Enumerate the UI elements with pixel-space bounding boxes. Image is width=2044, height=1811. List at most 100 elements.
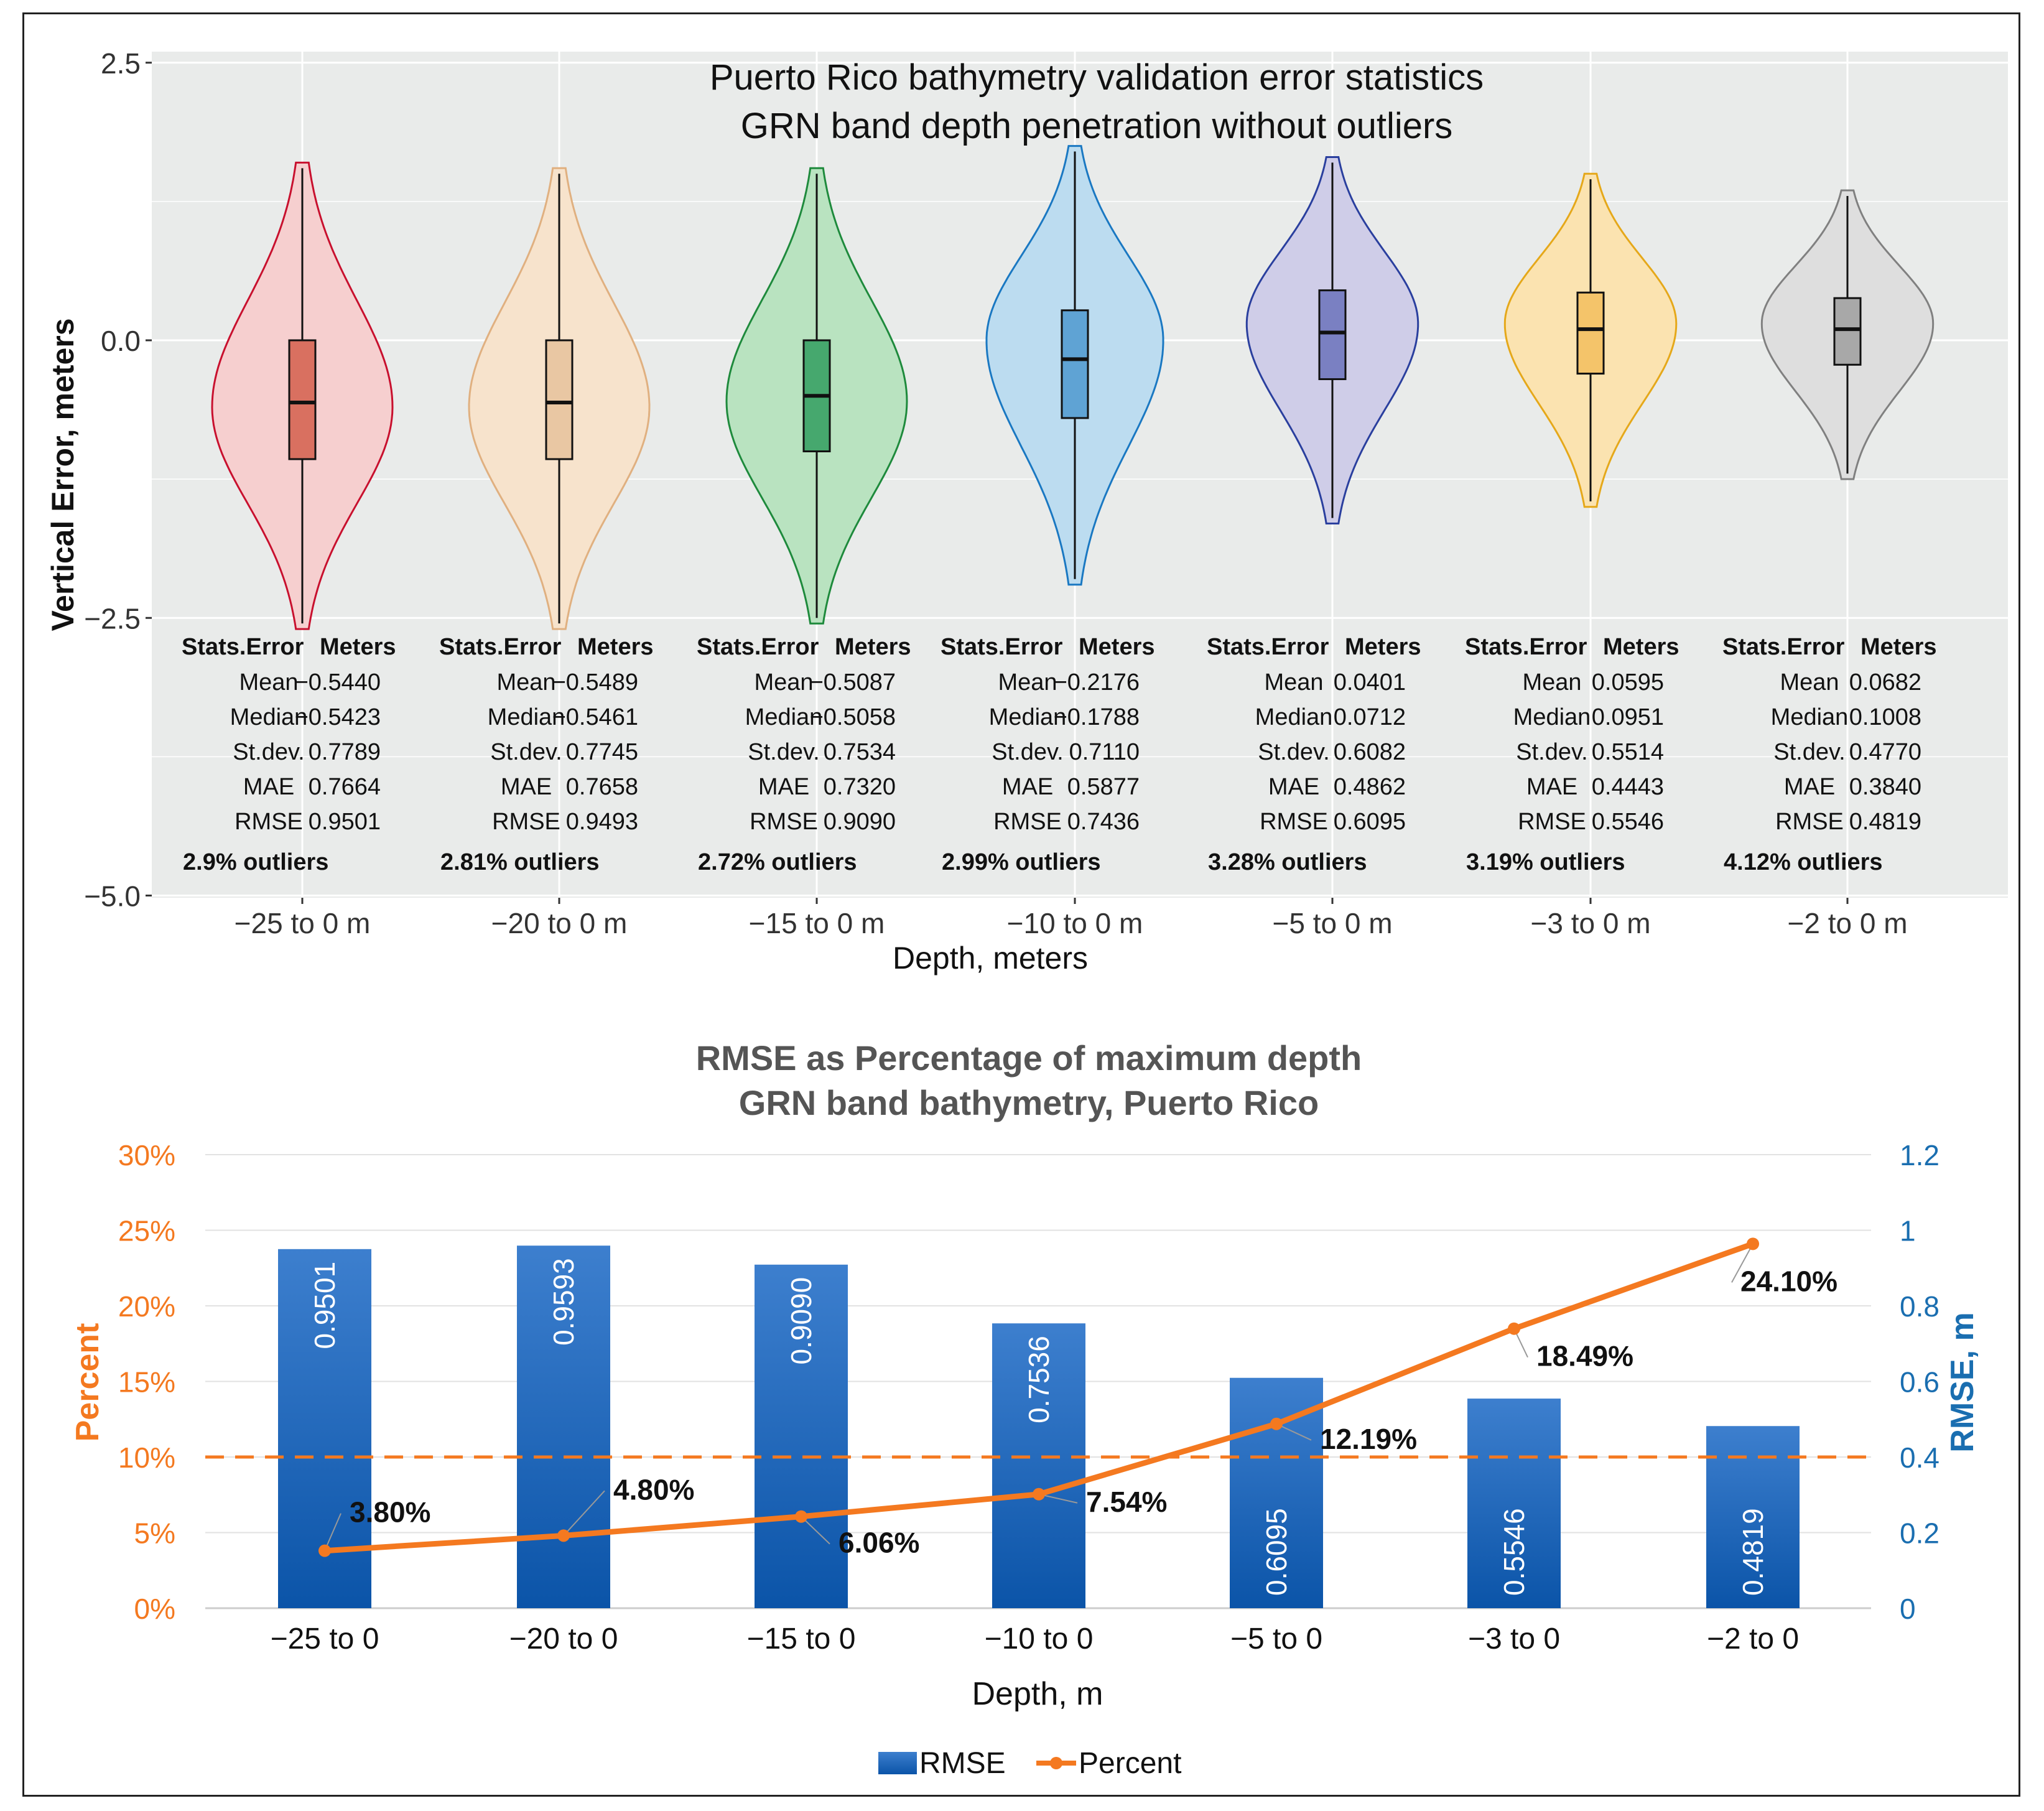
stat-name: St.dev. (233, 739, 304, 765)
stat-value: 0.7664 (309, 774, 381, 800)
percent-leader-line (563, 1490, 605, 1537)
combo-right-y-ticks: 0 0.2 0.4 0.6 0.8 1 1.2 (1900, 1139, 1939, 1625)
stat-value: 0.7320 (824, 774, 896, 800)
stats-header-label: Stats.Error (439, 634, 562, 660)
violin-box (1833, 297, 1862, 366)
percent-leader-line (1276, 1423, 1312, 1441)
percent-leader-line (1038, 1493, 1078, 1504)
stat-value: 0.0712 (1334, 704, 1406, 730)
percent-marker (1270, 1417, 1283, 1430)
figure-frame (22, 12, 2020, 1797)
right-y-tick-label: 1 (1900, 1215, 1916, 1247)
left-y-tick-label: 10% (118, 1441, 175, 1474)
stats-table: Stats.Error Meters Mean−0.5087 Median−0.505… (697, 634, 911, 875)
stat-name: RMSE (1260, 809, 1328, 835)
stat-value: −0.5087 (810, 669, 896, 696)
outliers-note: 2.72% outliers (698, 849, 857, 875)
x-tick-label: −2 to 0 m (1787, 907, 1907, 939)
stat-name: Mean (496, 669, 555, 696)
stat-value: 0.0951 (1592, 704, 1664, 730)
x-tick-label: −3 to 0 m (1530, 907, 1650, 939)
stat-value: 0.6082 (1334, 739, 1406, 765)
violin-box (1061, 309, 1089, 419)
stat-value: −0.5423 (295, 704, 381, 730)
stat-name: St.dev. (748, 739, 819, 765)
rmse-bar-label: 0.7536 (1023, 1336, 1055, 1423)
stats-header-unit: Meters (577, 634, 654, 660)
right-y-tick-label: 0.4 (1900, 1441, 1939, 1474)
percent-leader-line (801, 1516, 830, 1545)
x-tick-label: −5 to 0 m (1272, 907, 1392, 939)
outliers-note: 2.99% outliers (942, 849, 1101, 875)
legend-percent-marker (1050, 1757, 1062, 1769)
stat-value: −0.5489 (552, 669, 638, 696)
stat-value: 0.9493 (566, 809, 638, 835)
rmse-bar (1467, 1399, 1561, 1608)
stat-value: −0.5440 (295, 669, 381, 696)
legend-percent-label: Percent (1079, 1747, 1181, 1780)
stats-table: Stats.Error Meters Mean−0.5440 Median−0.542… (182, 634, 396, 875)
percent-leader-line (324, 1513, 341, 1552)
violin-group (1760, 189, 1935, 480)
stats-header-label: Stats.Error (1465, 634, 1587, 660)
right-y-tick-label: 1.2 (1900, 1139, 1939, 1171)
stats-header-unit: Meters (1603, 634, 1679, 660)
stat-value: 0.7534 (824, 739, 896, 765)
rmse-bar-label: 0.9090 (785, 1277, 817, 1365)
rmse-bar (517, 1245, 610, 1608)
stats-header-label: Stats.Error (1722, 634, 1845, 660)
stat-name: MAE (1784, 774, 1835, 800)
rmse-percent-chart: RMSE as Percentage of maximum depth GRN … (70, 1038, 1981, 1780)
violin-y-ticks: 2.5 0.0 −2.5 −5.0 (84, 47, 152, 913)
combo-right-axis-label: RMSE, m (1944, 1312, 1981, 1452)
right-y-tick-label: 0.8 (1900, 1290, 1939, 1323)
violin-group (468, 167, 651, 630)
stat-name: Mean (1780, 669, 1839, 696)
combo-x-tick-label: −10 to 0 (985, 1622, 1094, 1655)
y-tick-label: −2.5 (84, 602, 141, 635)
outliers-note: 3.28% outliers (1208, 849, 1367, 875)
stat-name: Median (1771, 704, 1849, 730)
stat-name: Median (488, 704, 565, 730)
stat-value: 0.5514 (1592, 739, 1664, 765)
legend-rmse-swatch (878, 1752, 917, 1774)
violin-group (211, 161, 394, 630)
percent-marker (1508, 1322, 1520, 1335)
percent-leader-line (1731, 1243, 1754, 1283)
rmse-bar (1230, 1377, 1323, 1608)
stat-name: Median (745, 704, 823, 730)
stat-value: 0.3840 (1849, 774, 1921, 800)
legend: RMSE Percent (878, 1747, 1181, 1780)
stat-value: −0.5058 (810, 704, 896, 730)
outliers-note: 4.12% outliers (1724, 849, 1883, 875)
stat-value: −0.2176 (1054, 669, 1140, 696)
combo-x-tick-label: −25 to 0 (271, 1622, 379, 1655)
stats-header-unit: Meters (1861, 634, 1937, 660)
left-y-tick-label: 5% (134, 1517, 175, 1550)
y-tick-label: 2.5 (101, 47, 141, 80)
stat-name: St.dev. (1258, 739, 1329, 765)
violin-group (985, 145, 1164, 586)
x-tick-label: −25 to 0 m (235, 907, 371, 939)
stat-name: MAE (1002, 774, 1053, 800)
stats-table: Stats.Error Meters Mean−0.2176 Median−0.178… (941, 634, 1155, 875)
violin-box (545, 339, 574, 460)
x-tick-label: −10 to 0 m (1007, 907, 1143, 939)
stat-name: MAE (758, 774, 809, 800)
combo-left-axis-label: Percent (70, 1323, 106, 1442)
percent-marker (557, 1529, 570, 1542)
rmse-bar-label: 0.9593 (547, 1258, 580, 1346)
left-y-tick-label: 15% (118, 1366, 175, 1399)
percent-data-label: 24.10% (1740, 1265, 1837, 1297)
violin-stats-tables: Stats.Error Meters Mean −0.5440 Median −0.542… (182, 634, 1937, 875)
stat-name: Mean (1264, 669, 1323, 696)
violin-series (211, 145, 1935, 630)
stat-name: MAE (243, 774, 294, 800)
violin-box (288, 339, 317, 460)
percent-data-label: 4.80% (613, 1473, 694, 1506)
stat-name: Median (1255, 704, 1333, 730)
rmse-bar-label: 0.9501 (309, 1262, 341, 1349)
